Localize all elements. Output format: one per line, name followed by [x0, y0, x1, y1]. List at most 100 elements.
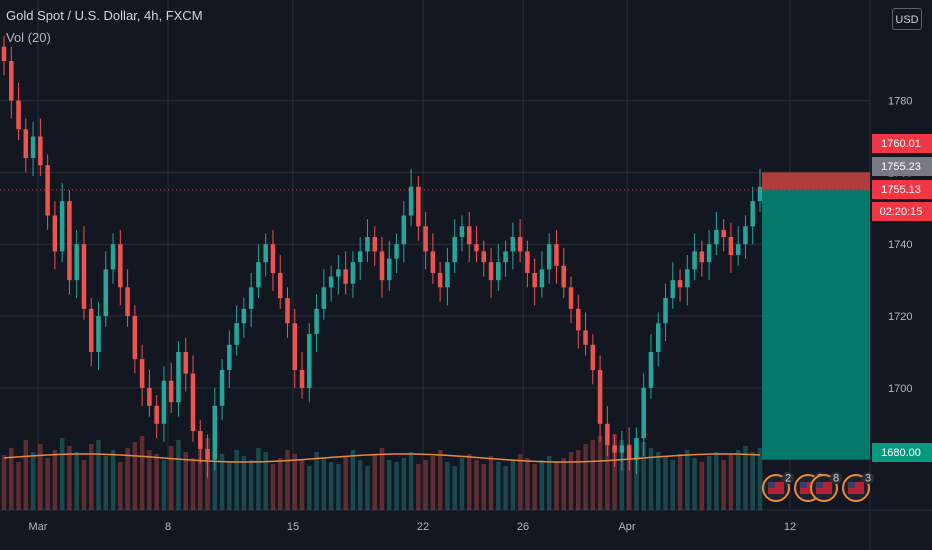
- volume-indicator-label[interactable]: Vol (20): [6, 30, 51, 45]
- x-tick-label: 26: [517, 521, 529, 533]
- candle-body: [103, 269, 109, 317]
- volume-bar: [677, 454, 683, 510]
- candle-body: [401, 215, 407, 245]
- volume-bar: [45, 458, 50, 510]
- candle-body: [205, 448, 210, 460]
- volume-bar: [743, 446, 748, 510]
- volume-bar: [539, 460, 545, 510]
- volume-bar: [648, 448, 654, 510]
- volume-bar: [307, 466, 312, 510]
- candle-body: [626, 445, 632, 460]
- candle-body: [474, 244, 479, 252]
- candle-body: [96, 316, 101, 352]
- volume-bar: [52, 450, 58, 510]
- candle-body: [597, 369, 603, 424]
- candle-body: [503, 251, 508, 263]
- candle-body: [285, 298, 290, 324]
- candle-body: [154, 405, 159, 424]
- volume-bar: [699, 462, 705, 510]
- candle-body: [721, 229, 726, 238]
- y-tick-label: 1740: [888, 239, 912, 251]
- candle-body: [132, 316, 138, 360]
- x-tick-label: 12: [784, 521, 796, 533]
- currency-button[interactable]: USD: [892, 8, 922, 30]
- volume-bar: [423, 460, 428, 510]
- volume-bar: [641, 442, 646, 510]
- volume-bar: [16, 462, 21, 510]
- candle-body: [59, 201, 65, 252]
- candle-body: [459, 226, 465, 238]
- candle-body: [321, 287, 327, 309]
- y-tick-label: 1720: [888, 311, 912, 323]
- volume-bar: [38, 444, 43, 510]
- price-tag-label: 02:20:15: [880, 206, 923, 218]
- candle-body: [292, 323, 298, 370]
- event-count-label: 2: [785, 473, 791, 485]
- volume-bar: [445, 462, 450, 510]
- x-tick-label: 8: [165, 521, 171, 533]
- volume-bar: [328, 462, 334, 510]
- candle-body: [241, 308, 247, 324]
- volume-bar: [350, 450, 356, 510]
- volume-bar: [430, 456, 436, 510]
- candle-body: [619, 445, 625, 453]
- volume-bar: [452, 466, 457, 510]
- candle-body: [532, 272, 537, 288]
- candle-body: [277, 272, 283, 299]
- volume-bar: [597, 436, 603, 510]
- price-tag: [872, 443, 932, 462]
- event-count-badge: [862, 472, 874, 484]
- candle-body: [634, 438, 639, 460]
- candle-body: [546, 244, 552, 270]
- price-tag-label: 1760.01: [881, 138, 921, 150]
- volume-bar: [314, 452, 319, 510]
- candle-body: [161, 380, 167, 424]
- candle-body: [350, 262, 356, 284]
- candle-body: [379, 251, 385, 281]
- candle-body: [605, 423, 610, 446]
- candle-body: [110, 244, 116, 270]
- volume-bar: [299, 460, 305, 510]
- candle-body: [714, 229, 719, 245]
- volume-bar: [132, 442, 138, 510]
- candle-body: [685, 269, 690, 288]
- event-count-badge: [782, 472, 794, 484]
- candle-body: [576, 308, 581, 331]
- volume-bar: [67, 446, 72, 510]
- volume-bar: [496, 462, 501, 510]
- flag-canton: [800, 482, 807, 488]
- volume-bar: [474, 460, 479, 510]
- candle-body: [227, 344, 232, 370]
- y-tick-label: 1780: [888, 96, 912, 108]
- price-tag-label: 1755.13: [881, 184, 921, 196]
- x-tick-label: Apr: [618, 521, 635, 533]
- volume-bar: [9, 448, 14, 510]
- volume-bar: [590, 440, 596, 510]
- volume-bar: [183, 452, 188, 510]
- candle-body: [706, 244, 712, 263]
- volume-bar: [176, 440, 181, 510]
- volume-bar: [401, 458, 407, 510]
- volume-bar: [147, 450, 152, 510]
- volume-bar: [576, 450, 581, 510]
- candle-body: [299, 369, 305, 388]
- candle-body: [212, 405, 218, 460]
- candle-body: [307, 334, 312, 388]
- volume-bar: [379, 448, 385, 510]
- volume-bar: [256, 448, 261, 510]
- volume-bar: [270, 464, 276, 510]
- candle-body: [466, 226, 472, 245]
- candle-body: [750, 201, 755, 227]
- candle-body: [670, 280, 676, 299]
- candle-body: [488, 262, 494, 281]
- volume-bar: [459, 458, 465, 510]
- volume-bar: [59, 438, 65, 510]
- volume-bar: [103, 456, 109, 510]
- volume-bar: [634, 438, 639, 510]
- volume-bar: [437, 450, 443, 510]
- volume-bar: [757, 448, 763, 510]
- volume-bar: [663, 456, 668, 510]
- x-tick-label: 15: [287, 521, 299, 533]
